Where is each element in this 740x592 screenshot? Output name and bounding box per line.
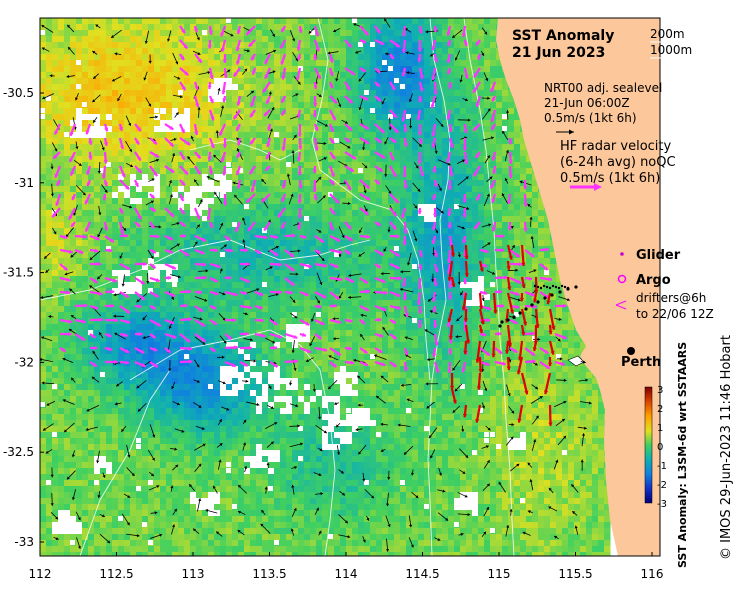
lon-tick-label: 113 <box>182 567 205 581</box>
colorbar-tick-label: 0 <box>657 442 663 453</box>
hf-radar-line1: HF radar velocity <box>560 139 672 154</box>
lat-tick-label: -32 <box>14 355 34 369</box>
isobath-200m-label: 200m <box>650 27 685 41</box>
plot-frame <box>39 17 661 557</box>
colorbar-tick-label: 2 <box>657 404 663 415</box>
drifter-legend-line2: to 22/06 12Z <box>636 307 714 321</box>
credit-label: © IMOS 29-Jun-2023 11:46 Hobart <box>719 335 734 560</box>
hf-scale-arrowhead <box>594 183 602 191</box>
hf-radar-line3: 0.5m/s (1kt 6h) <box>560 171 660 186</box>
map-title-line2: 21 Jun 2023 <box>512 45 605 61</box>
lat-tick-label: -31 <box>14 176 34 190</box>
hf-radar-line2: (6-24h avg) noQC <box>560 155 676 170</box>
glider-legend-icon <box>620 252 624 256</box>
shelf-radar-arrows <box>447 244 556 426</box>
colorbar-tick-label: 1 <box>657 423 663 434</box>
hf-radar-arrows <box>51 25 567 374</box>
lon-tick-label: 112.5 <box>99 567 133 581</box>
latitude-axis: -30.5 -31 -31.5 -32 -32.5 -33 <box>3 86 44 549</box>
land-mass <box>496 18 660 556</box>
model-info-line2: 21-Jun 06:00Z <box>544 96 630 110</box>
perth-label: Perth <box>621 355 661 370</box>
colorbar-tick-label: -1 <box>657 461 667 472</box>
glider-track <box>498 284 578 328</box>
lon-tick-label: 113.5 <box>252 567 286 581</box>
colorbar-tick-label: 3 <box>657 385 663 396</box>
drifter-legend-icon <box>615 300 627 310</box>
colorbar-ticks: 3 2 1 0 -1 -2 -3 <box>657 385 667 510</box>
argo-legend-icon <box>617 274 627 284</box>
lat-tick-label: -32.5 <box>3 445 34 459</box>
lon-tick-label: 115 <box>488 567 511 581</box>
lon-tick-label: 114.5 <box>405 567 439 581</box>
cloud-gaps <box>40 18 567 545</box>
lon-tick-label: 116 <box>641 567 664 581</box>
colorbar-title: SST Anomaly: L3SM-6d wrt SSTAARS <box>676 341 689 568</box>
lon-tick-label: 114 <box>335 567 358 581</box>
colorbar-tick-label: -3 <box>657 499 667 510</box>
drifter-legend-line1: drifters@6h <box>636 291 706 305</box>
isobath-1000m-label: 1000m <box>650 43 692 57</box>
argo-legend-label: Argo <box>636 273 671 288</box>
lat-tick-label: -33 <box>14 535 34 549</box>
lon-tick-label: 115.5 <box>558 567 592 581</box>
lat-tick-label: -30.5 <box>3 86 34 100</box>
model-scale-arrowhead <box>569 129 574 135</box>
lon-tick-label: 112 <box>29 567 52 581</box>
perth-marker <box>627 347 635 355</box>
longitude-axis: 112 112.5 113 113.5 114 114.5 115 115.5 116 <box>29 552 664 581</box>
model-info-line3: 0.5m/s (1kt 6h) <box>544 111 637 125</box>
colorbar-tick-label: -2 <box>657 480 667 491</box>
lat-tick-label: -31.5 <box>3 266 34 280</box>
model-info-line1: NRT00 adj. sealevel <box>544 81 662 95</box>
colorbar <box>644 386 653 504</box>
glider-legend-label: Glider <box>636 248 681 263</box>
map-title-line1: SST Anomaly <box>512 28 614 44</box>
